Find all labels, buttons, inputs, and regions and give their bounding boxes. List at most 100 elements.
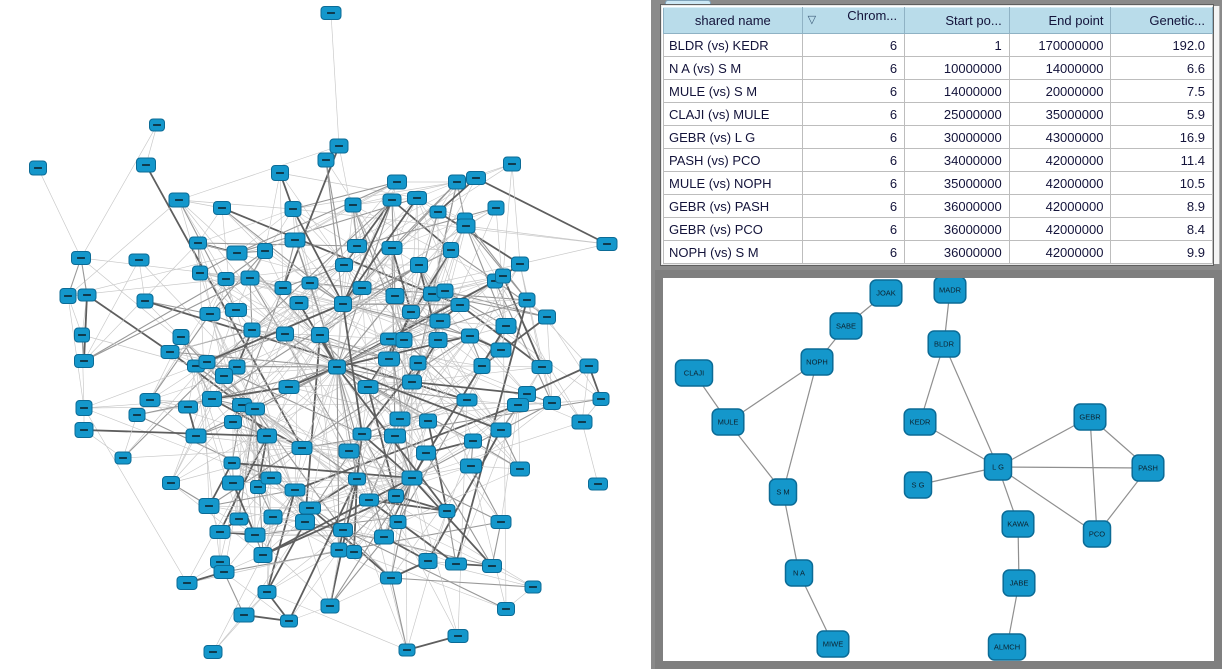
network-node-kedr[interactable]: KEDR (903, 408, 937, 436)
network-node[interactable] (335, 258, 353, 272)
network-node[interactable] (74, 327, 90, 343)
network-node[interactable] (291, 441, 313, 455)
network-node[interactable] (495, 318, 517, 334)
network-node[interactable] (524, 580, 542, 594)
network-node[interactable] (74, 354, 94, 368)
network-node[interactable] (409, 355, 427, 371)
network-node[interactable] (257, 428, 277, 444)
network-node[interactable] (511, 256, 529, 272)
network-node[interactable] (423, 286, 441, 302)
network-node-sabe[interactable]: SABE (829, 312, 863, 340)
network-node[interactable] (466, 171, 486, 185)
network-node[interactable] (490, 515, 512, 529)
network-node[interactable] (203, 645, 223, 659)
table-row[interactable]: CLAJI (vs) MULE 6 25000000 35000000 5.9 (663, 102, 1213, 126)
network-node[interactable] (388, 489, 404, 503)
network-node[interactable] (410, 257, 428, 273)
network-node[interactable] (284, 201, 302, 217)
overview-network-canvas[interactable] (0, 0, 651, 669)
table-row[interactable]: N A (vs) S M 6 10000000 14000000 6.6 (663, 56, 1213, 80)
network-node-almch[interactable]: ALMCH (987, 633, 1027, 661)
network-node[interactable] (571, 414, 593, 430)
network-node[interactable] (445, 557, 467, 571)
table-row[interactable]: NOPH (vs) S M 6 36000000 42000000 9.9 (663, 240, 1213, 264)
network-node[interactable] (490, 422, 512, 438)
network-node-miwe[interactable]: MIWE (816, 630, 850, 658)
network-node[interactable] (172, 329, 190, 345)
table-row[interactable]: BLDR (vs) KEDR 6 1 170000000 192.0 (663, 33, 1213, 57)
network-node[interactable] (198, 355, 216, 369)
detail-network-canvas[interactable]: JOAK MADR SABE BLDR NOPH CLAJI KEDR GEBR MULE L G… (663, 278, 1214, 661)
network-node[interactable] (29, 160, 47, 176)
network-node[interactable] (263, 509, 283, 525)
network-node[interactable] (447, 629, 469, 643)
network-node[interactable] (226, 245, 248, 261)
network-node[interactable] (253, 547, 273, 563)
network-node[interactable] (136, 293, 154, 309)
table-row[interactable]: PASH (vs) PCO 6 34000000 42000000 11.4 (663, 148, 1213, 172)
network-node[interactable] (276, 326, 294, 342)
network-node[interactable] (162, 476, 180, 490)
column-header-start-po[interactable]: Start po... (904, 7, 1010, 34)
network-node[interactable] (71, 251, 91, 265)
network-node[interactable] (592, 392, 610, 406)
network-node[interactable] (192, 265, 208, 281)
network-node-jabe[interactable]: JABE (1002, 569, 1036, 597)
network-node[interactable] (224, 415, 242, 429)
network-node-mule[interactable]: MULE (711, 408, 745, 436)
network-node[interactable] (215, 368, 233, 384)
network-node[interactable] (320, 598, 340, 614)
network-node[interactable] (149, 118, 165, 132)
network-node[interactable] (436, 283, 454, 299)
network-node[interactable] (518, 292, 536, 308)
network-node[interactable] (274, 281, 292, 295)
network-node[interactable] (588, 477, 608, 491)
network-node[interactable] (357, 380, 379, 394)
network-node-pash[interactable]: PASH (1131, 454, 1165, 482)
network-node[interactable] (289, 296, 309, 310)
network-node[interactable] (189, 236, 207, 250)
network-node[interactable] (229, 512, 249, 526)
network-node[interactable] (419, 413, 437, 429)
column-header-genetic[interactable]: Genetic... (1110, 7, 1213, 34)
network-node[interactable] (257, 585, 277, 599)
network-node[interactable] (176, 576, 198, 590)
network-node[interactable] (185, 428, 207, 444)
network-node[interactable] (507, 398, 529, 412)
network-node[interactable] (284, 232, 306, 248)
column-header-end-point[interactable]: End point (1008, 7, 1112, 34)
network-node[interactable] (381, 241, 403, 255)
network-node[interactable] (271, 165, 289, 181)
network-node[interactable] (380, 571, 402, 585)
network-node[interactable] (77, 288, 97, 302)
network-node[interactable] (160, 345, 180, 359)
network-node[interactable] (346, 545, 362, 559)
network-node[interactable] (295, 514, 315, 530)
network-node[interactable] (278, 380, 300, 394)
network-node[interactable] (378, 351, 400, 367)
network-node[interactable] (490, 342, 512, 358)
network-node[interactable] (456, 393, 478, 407)
network-node[interactable] (503, 156, 521, 172)
network-node[interactable] (418, 553, 438, 569)
network-node[interactable] (531, 360, 553, 374)
network-node[interactable] (209, 525, 231, 539)
network-node[interactable] (473, 358, 491, 374)
network-node-pco[interactable]: PCO (1082, 520, 1112, 548)
network-node[interactable] (139, 393, 161, 407)
network-node[interactable] (543, 396, 561, 410)
network-node-l-g[interactable]: L G (983, 453, 1013, 481)
network-node[interactable] (497, 602, 515, 616)
network-node-n-a[interactable]: N A (784, 559, 814, 587)
network-node[interactable] (59, 288, 77, 304)
network-node[interactable] (245, 402, 265, 416)
network-node[interactable] (250, 480, 266, 494)
network-node[interactable] (395, 332, 413, 348)
network-node[interactable] (202, 391, 222, 407)
network-node[interactable] (114, 451, 132, 465)
network-node[interactable] (333, 523, 353, 537)
network-node[interactable] (347, 239, 367, 253)
network-node[interactable] (407, 191, 427, 205)
network-node[interactable] (311, 327, 329, 343)
network-node[interactable] (178, 400, 198, 414)
